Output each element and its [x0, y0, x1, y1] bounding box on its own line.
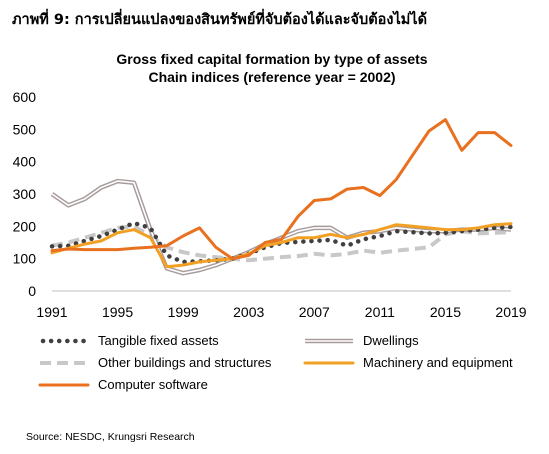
x-tick-label: 1991 [36, 304, 67, 320]
series-machinery-and-equipment-line [50, 222, 513, 269]
axes: 0 100 200 300 400 500 600 1991 1995 1999 2003 2007 2… [13, 89, 527, 320]
x-tick-label: 2007 [299, 304, 330, 320]
y-tick-label: 200 [13, 218, 37, 234]
chart-title: Gross fixed capital formation by type of… [116, 51, 427, 67]
x-tick-label: 1999 [168, 304, 199, 320]
legend-label: Other buildings and structures [98, 355, 272, 370]
x-tick-label: 2015 [430, 304, 461, 320]
legend-item: Dwellings [305, 333, 419, 348]
y-tick-label: 600 [13, 89, 37, 105]
x-tick-label: 2011 [365, 304, 395, 320]
legend-label: Computer software [98, 377, 208, 392]
x-tick-label: 2019 [495, 304, 526, 320]
x-tick-label: 1995 [102, 304, 133, 320]
legend: Tangible fixed assets Dwellings Other buil… [38, 333, 513, 392]
legend-item: Tangible fixed assets [40, 333, 219, 348]
y-tick-label: 100 [13, 251, 37, 267]
x-tick-label: 2003 [233, 304, 264, 320]
legend-item: Computer software [38, 377, 208, 392]
legend-item: Other buildings and structures [40, 355, 272, 370]
source-note: Source: NESDC, Krungsri Research [26, 431, 195, 443]
legend-item: Machinery and equipment [303, 355, 513, 370]
chart-subtitle: Chain indices (reference year = 2002) [148, 69, 395, 85]
y-tick-label: 500 [13, 121, 37, 137]
figure-title: ภาพที่ 9: การเปลี่ยนแปลงของสินทรัพย์ที่จ… [12, 12, 427, 28]
legend-label: Tangible fixed assets [98, 333, 219, 348]
series-computer-software-line [50, 118, 513, 261]
series-tangible-fixed-assets-line [49, 220, 514, 265]
series-other-buildings-and-structures-line [51, 224, 512, 263]
legend-label: Dwellings [363, 333, 419, 348]
legend-label: Machinery and equipment [363, 355, 513, 370]
y-tick-label: 0 [28, 283, 36, 299]
y-tick-label: 300 [13, 186, 37, 202]
series-layer [49, 118, 514, 276]
y-tick-label: 400 [13, 154, 37, 170]
